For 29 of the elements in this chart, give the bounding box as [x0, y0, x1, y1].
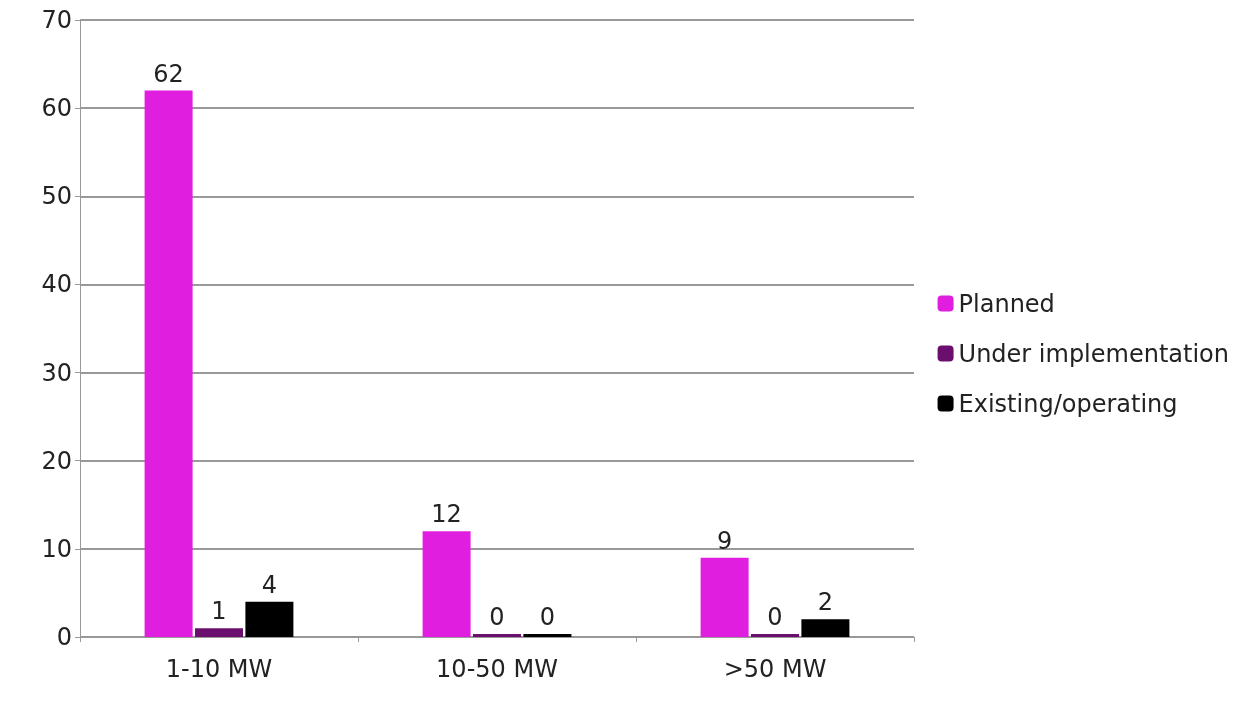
data-label: 0: [767, 603, 783, 631]
y-tick-label: 30: [41, 358, 72, 387]
y-tick-label: 10: [41, 534, 72, 563]
data-label: 12: [431, 500, 462, 529]
bar: [144, 90, 193, 637]
bar: [422, 531, 471, 637]
data-label: 1: [211, 597, 227, 626]
y-tick-label: 0: [56, 623, 72, 651]
y-tick-label: 40: [41, 270, 72, 299]
data-label: 62: [153, 59, 184, 88]
data-label: 2: [817, 588, 834, 617]
y-tick-label: 50: [41, 182, 72, 211]
legend-label: Existing/operating: [958, 389, 1178, 418]
data-label: 0: [489, 603, 505, 631]
x-tick-label: >50 MW: [723, 655, 827, 683]
y-tick-label: 70: [41, 6, 72, 34]
bar: [700, 557, 749, 637]
data-label: 4: [261, 570, 278, 599]
y-tick-label: 20: [41, 446, 72, 475]
data-label: 9: [716, 526, 733, 555]
x-tick-label: 1-10 MW: [165, 655, 273, 683]
x-tick-label: 10-50 MW: [436, 655, 558, 683]
legend-label: Planned: [958, 289, 1055, 318]
bar: [801, 619, 850, 637]
data-label: 0: [539, 603, 556, 631]
y-tick-label: 60: [41, 94, 72, 123]
legend-label: Under implementation: [958, 339, 1229, 368]
bar: [195, 628, 243, 637]
bar: [245, 601, 294, 637]
